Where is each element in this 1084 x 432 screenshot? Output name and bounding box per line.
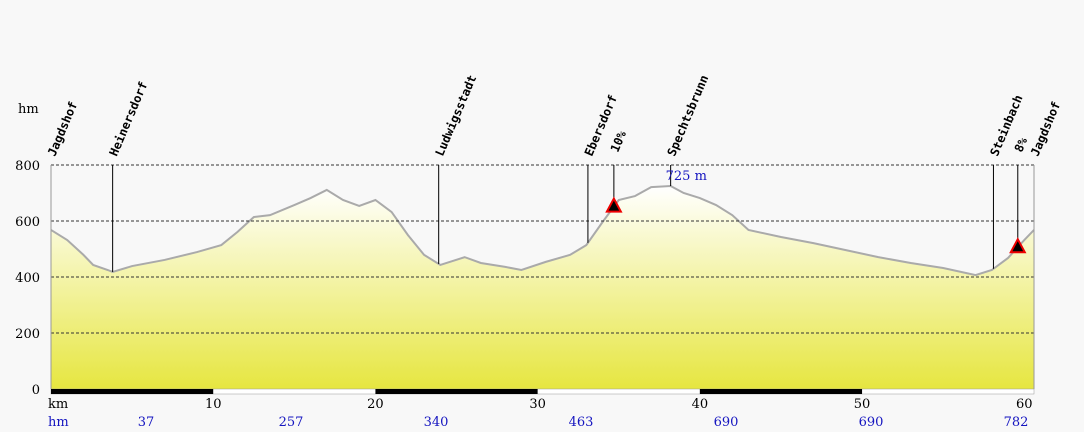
climb-value: 690 bbox=[859, 415, 884, 430]
y-tick-label: 0 bbox=[32, 383, 40, 398]
y-tick-label: 200 bbox=[15, 327, 40, 342]
climb-value: 37 bbox=[138, 415, 155, 430]
y-axis-label: hm bbox=[18, 102, 39, 117]
x-axis-segment bbox=[375, 389, 538, 394]
x-tick-label: 50 bbox=[854, 397, 871, 412]
climb-value: 340 bbox=[424, 415, 449, 430]
climb-value: 782 bbox=[1004, 415, 1029, 430]
climb-row-label: hm bbox=[48, 415, 69, 430]
place-label: Spechtsbrunn bbox=[665, 73, 712, 158]
grade-marker bbox=[1009, 237, 1027, 254]
y-tick-label: 400 bbox=[15, 271, 40, 286]
x-axis-segment bbox=[699, 389, 863, 394]
y-tick-label: 800 bbox=[15, 159, 40, 174]
place-label: Jagdshof bbox=[45, 99, 80, 158]
place-label: Heinersdorf bbox=[107, 80, 151, 159]
place-label: Ludwigsstadt bbox=[433, 73, 480, 158]
grade-label: 10% bbox=[608, 128, 630, 154]
place-label: Jagdshof bbox=[1028, 99, 1063, 158]
grade-marker bbox=[605, 196, 623, 213]
x-tick-label: 40 bbox=[692, 397, 709, 412]
elevation-line bbox=[50, 184, 1035, 277]
x-tick-label: 10 bbox=[205, 397, 222, 412]
x-tick-label: 30 bbox=[529, 397, 546, 412]
x-axis-label: km bbox=[48, 397, 68, 412]
climb-value: 257 bbox=[279, 415, 304, 430]
peak-annotation: 725 m bbox=[666, 169, 707, 184]
climb-value: 463 bbox=[569, 415, 594, 430]
elevation-area bbox=[51, 186, 1034, 389]
grade-label: 8% bbox=[1012, 135, 1031, 154]
x-tick-label: 60 bbox=[1016, 397, 1033, 412]
x-tick-label: 20 bbox=[367, 397, 384, 412]
climb-value: 690 bbox=[714, 415, 739, 430]
x-axis-segment bbox=[51, 389, 214, 394]
y-tick-label: 600 bbox=[15, 215, 40, 230]
